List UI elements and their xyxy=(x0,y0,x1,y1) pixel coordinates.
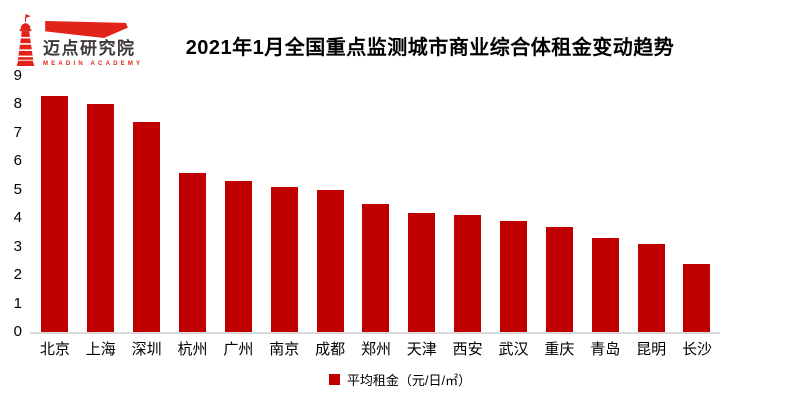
bar xyxy=(637,243,665,332)
y-tick-label: 4 xyxy=(13,209,22,227)
x-axis-label: 郑州 xyxy=(360,341,391,358)
y-tick-label: 7 xyxy=(13,123,22,141)
x-axis-label: 广州 xyxy=(223,341,254,358)
bar-column xyxy=(124,76,170,332)
bar xyxy=(41,95,69,332)
bar xyxy=(408,212,436,332)
bar xyxy=(362,204,390,332)
bar-column xyxy=(261,76,307,332)
bar-column xyxy=(215,76,261,332)
legend-label: 平均租金（元/日/㎡） xyxy=(346,373,472,388)
x-axis-label: 青岛 xyxy=(590,341,621,358)
x-axis-labels: 北京 上海 深圳 杭州 广州 南京 成都 郑州 天津 西安 武汉 重庆 青岛 昆明 长沙 xyxy=(32,338,720,359)
bar xyxy=(500,221,528,332)
y-tick-label: 3 xyxy=(13,237,22,255)
lighthouse-icon xyxy=(16,14,35,66)
x-axis-label: 昆明 xyxy=(636,341,667,358)
legend: 平均租金（元/日/㎡） xyxy=(0,370,800,389)
y-tick-label: 5 xyxy=(13,180,22,198)
x-axis-label: 南京 xyxy=(269,341,300,358)
x-axis-label: 武汉 xyxy=(498,341,529,358)
bar-column xyxy=(582,76,628,332)
bar-column xyxy=(491,76,537,332)
bar xyxy=(133,121,161,332)
bar-column xyxy=(307,76,353,332)
x-axis-line xyxy=(30,332,720,334)
bar xyxy=(545,226,573,332)
legend-swatch-icon xyxy=(328,374,340,385)
y-tick-label: 1 xyxy=(13,294,22,312)
x-axis-label: 天津 xyxy=(406,341,437,358)
bar xyxy=(270,186,298,332)
x-axis-label: 深圳 xyxy=(131,341,162,358)
x-axis-label: 西安 xyxy=(452,341,483,358)
bar xyxy=(316,189,344,332)
bar-column xyxy=(536,76,582,332)
bar xyxy=(591,238,619,332)
x-axis-label: 重庆 xyxy=(544,341,575,358)
x-axis-label: 上海 xyxy=(85,341,116,358)
logo-subtitle: MEADIN ACADEMY xyxy=(43,60,144,67)
y-tick-label: 6 xyxy=(13,152,22,170)
plot-area xyxy=(32,76,720,332)
y-tick-label: 9 xyxy=(13,67,22,84)
flag-swoosh-icon xyxy=(45,20,128,39)
y-tick-label: 2 xyxy=(13,266,22,284)
x-axis-label: 杭州 xyxy=(177,341,208,358)
x-axis-label: 成都 xyxy=(315,341,346,358)
logo-text-block: 迈点研究院 MEADIN ACADEMY xyxy=(43,14,143,67)
x-axis-label: 长沙 xyxy=(681,341,712,358)
logo: 迈点研究院 MEADIN ACADEMY xyxy=(13,14,143,67)
bar-column xyxy=(78,76,124,332)
bar-column xyxy=(170,76,216,332)
bar xyxy=(179,172,206,332)
logo-name: 迈点研究院 xyxy=(43,39,136,58)
bar-column xyxy=(353,76,399,332)
bar xyxy=(87,104,115,332)
bar-column xyxy=(399,76,445,332)
bar xyxy=(454,215,482,332)
y-tick-label: 8 xyxy=(13,95,22,113)
bar-column xyxy=(445,76,491,332)
bar-column xyxy=(674,76,720,332)
x-axis-label: 北京 xyxy=(39,341,70,358)
bar-column xyxy=(32,76,78,332)
y-tick-label: 0 xyxy=(13,323,22,340)
bar xyxy=(224,181,252,332)
bar-column xyxy=(628,76,674,332)
chart-title: 2021年1月全国重点监测城市商业综合体租金变动趋势 xyxy=(185,37,675,59)
bar xyxy=(683,263,711,332)
bars xyxy=(32,76,720,332)
